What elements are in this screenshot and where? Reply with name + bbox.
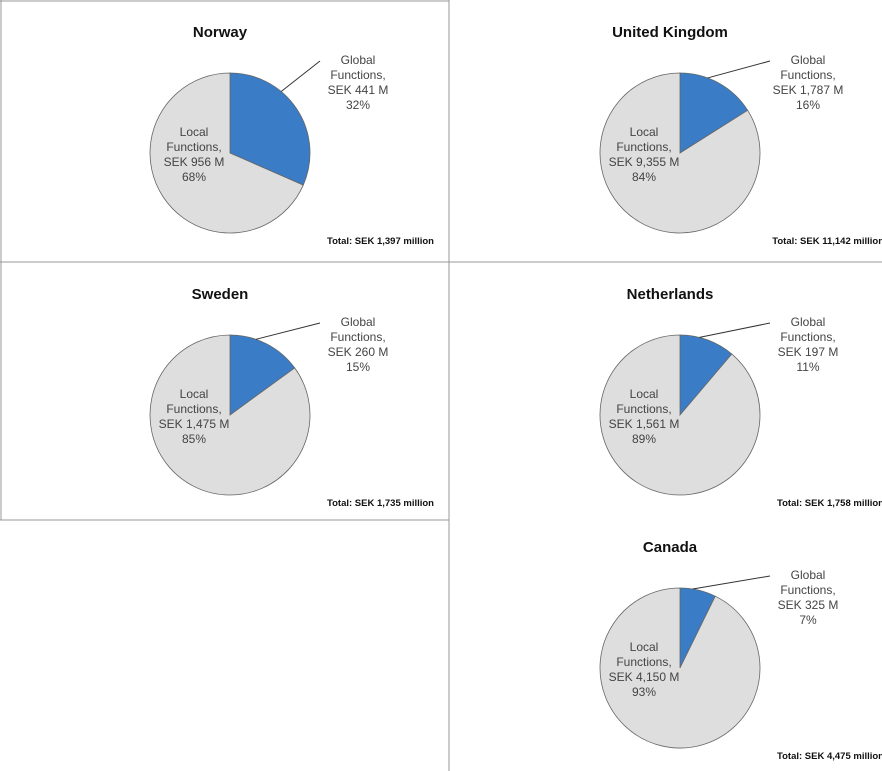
slice-label: Global Functions, SEK 325 M 7% (766, 568, 850, 628)
value-label: SEK 260 M (327, 345, 389, 359)
pie-slice (599, 334, 761, 496)
chart-panel: Norway Global Functions, SEK 441 M 32% Local… (0, 0, 440, 258)
total-label: Total: SEK 1,397 million (327, 236, 434, 247)
category-label: Global Functions, (780, 315, 836, 344)
pie-chart (599, 322, 771, 496)
chart-title: Canada (642, 539, 698, 556)
chart-panel: Netherlands Global Functions, SEK 197 M 11%… (450, 262, 882, 520)
slice-label: Global Functions, SEK 1,787 M 16% (766, 53, 850, 113)
percent-label: 84% (631, 170, 657, 184)
chart-panel: United Kingdom Global Functions, SEK 1,787… (450, 0, 882, 258)
value-label: SEK 956 M (163, 155, 225, 169)
percent-label: 85% (181, 432, 207, 446)
value-label: SEK 1,787 M (772, 83, 844, 97)
pie-slice (599, 72, 761, 234)
pie-chart (599, 60, 771, 234)
total-label: Total: SEK 1,758 million (777, 498, 882, 509)
chart-title: United Kingdom (612, 24, 728, 41)
total-label: Total: SEK 11,142 million (772, 236, 882, 247)
slice-label: Local Functions, SEK 956 M 68% (152, 125, 236, 185)
percent-label: 93% (631, 685, 657, 699)
slice-label: Local Functions, SEK 9,355 M 84% (602, 125, 686, 185)
pie-slice (679, 72, 749, 154)
chart-panel: Canada Global Functions, SEK 325 M 7% Local … (450, 515, 882, 771)
category-label: Local Functions, (616, 125, 672, 154)
category-label: Global Functions, (780, 568, 836, 597)
category-label: Local Functions, (616, 640, 672, 669)
percent-label: 11% (796, 360, 820, 374)
chart-title: Netherlands (626, 286, 714, 303)
category-label: Local Functions, (616, 387, 672, 416)
category-label: Global Functions, (780, 53, 836, 82)
slice-label: Local Functions, SEK 4,150 M 93% (602, 640, 686, 700)
chart-panel: Sweden Global Functions, SEK 260 M 15% Local… (0, 262, 440, 520)
leader-line (255, 322, 321, 340)
leader-line (692, 575, 771, 590)
leader-line (699, 322, 771, 338)
slice-label: Local Functions, SEK 1,475 M 85% (152, 387, 236, 447)
chart-title: Sweden (191, 286, 249, 303)
percent-label: 89% (631, 432, 657, 446)
pie-chart (599, 575, 771, 749)
value-label: SEK 325 M (777, 598, 839, 612)
pie-chart (149, 322, 321, 496)
chart-title: Norway (192, 24, 248, 41)
leader-line (707, 60, 771, 79)
category-label: Local Functions, (166, 387, 222, 416)
pie-slice (149, 334, 311, 496)
pie-slice (599, 587, 761, 749)
slice-label: Global Functions, SEK 260 M 15% (316, 315, 400, 375)
value-label: SEK 9,355 M (608, 155, 680, 169)
value-label: SEK 1,561 M (608, 417, 680, 431)
total-label: Total: SEK 1,735 million (327, 498, 434, 509)
category-label: Global Functions, (330, 53, 386, 82)
total-label: Total: SEK 4,475 million (777, 751, 882, 762)
value-label: SEK 1,475 M (158, 417, 230, 431)
category-label: Global Functions, (330, 315, 386, 344)
slice-label: Local Functions, SEK 1,561 M 89% (602, 387, 686, 447)
percent-label: 16% (795, 98, 821, 112)
pie-slice (149, 72, 304, 234)
percent-label: 7% (799, 613, 817, 627)
value-label: SEK 197 M (777, 345, 839, 359)
pie-slice (229, 334, 296, 416)
pie-slice (229, 72, 311, 186)
slice-label: Global Functions, SEK 197 M 11% (766, 315, 850, 375)
value-label: SEK 4,150 M (608, 670, 680, 684)
leader-line (280, 60, 321, 92)
percent-label: 15% (345, 360, 371, 374)
percent-label: 32% (345, 98, 371, 112)
pie-chart (149, 60, 321, 234)
slice-label: Global Functions, SEK 441 M 32% (316, 53, 400, 113)
percent-label: 68% (181, 170, 207, 184)
category-label: Local Functions, (166, 125, 222, 154)
value-label: SEK 441 M (327, 83, 389, 97)
